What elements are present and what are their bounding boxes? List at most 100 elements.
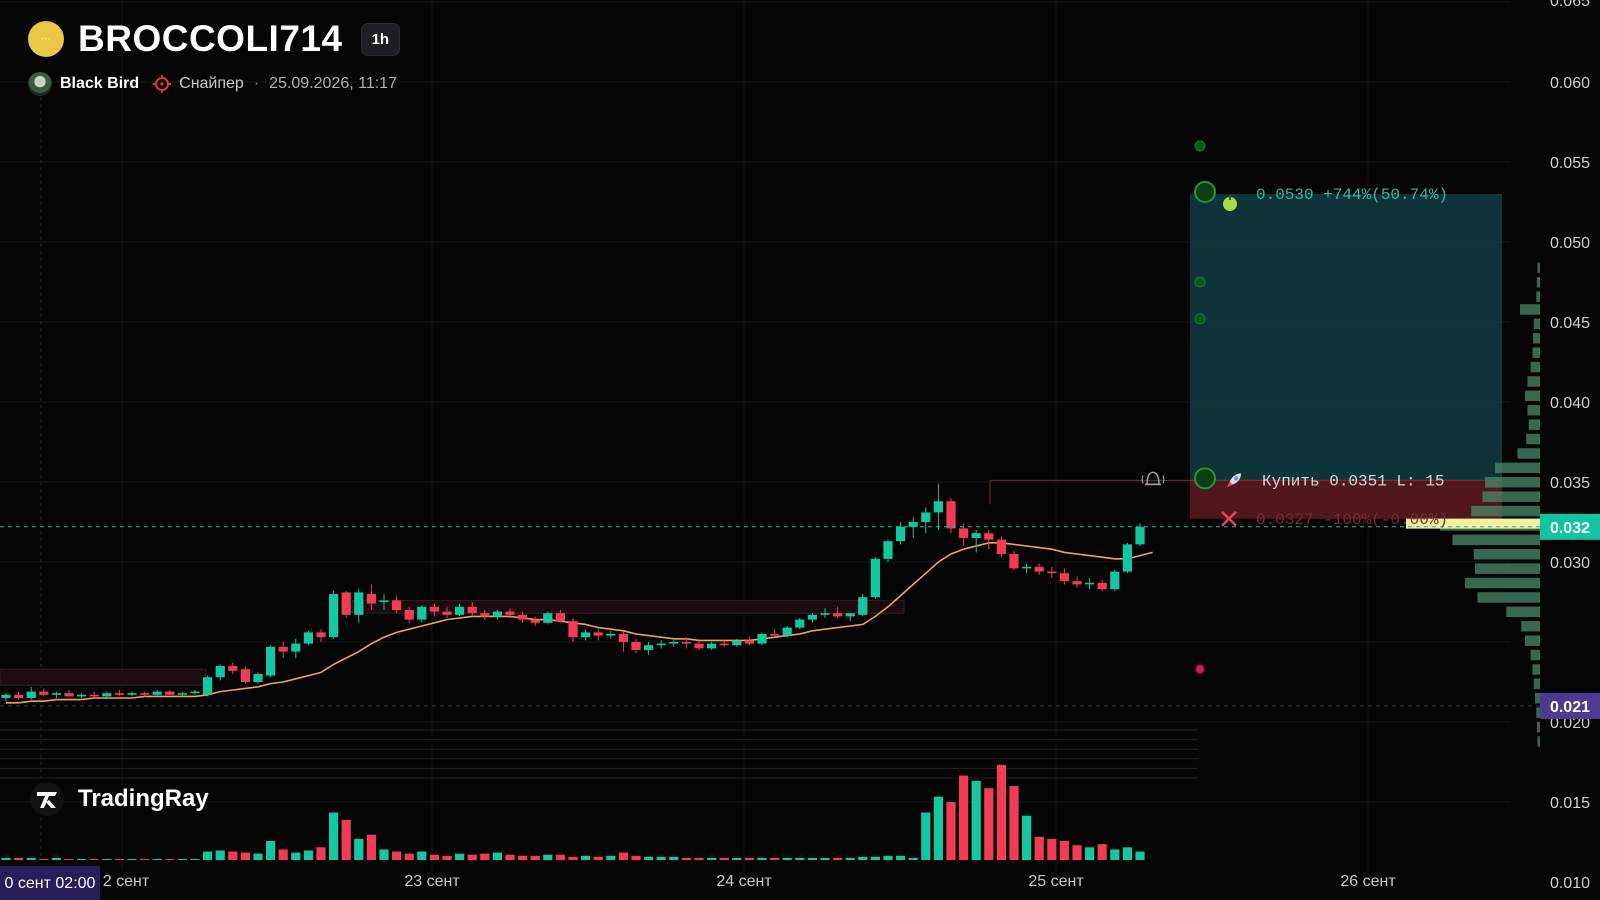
volume-profile-bar (1485, 477, 1540, 488)
volume-bar (555, 854, 565, 860)
candle-body (278, 646, 288, 652)
volume-bar (1110, 849, 1120, 860)
volume-bar (14, 857, 24, 860)
volume-profile-bar (1530, 649, 1540, 661)
candle-body (165, 691, 175, 695)
timeframe-badge[interactable]: 1h (360, 22, 401, 56)
candle-body (354, 592, 364, 615)
volume-bar (870, 856, 880, 860)
volume-profile-bar (1536, 721, 1540, 733)
volume-bar (770, 857, 780, 860)
candle-body (707, 643, 717, 649)
volume-profile-bar (1520, 304, 1540, 315)
signal-dot (1194, 140, 1206, 152)
volume-bar (782, 857, 792, 860)
chart-header: ··· BROCCOLI714 1h Black Bird Снайпер · … (28, 18, 401, 96)
volume-bar (959, 775, 969, 860)
candle-body (1122, 544, 1132, 572)
volume-profile-bar (1526, 433, 1540, 445)
candle-body (26, 691, 36, 698)
candle-body (858, 597, 868, 615)
volume-bar (1135, 851, 1145, 860)
candle-body (177, 693, 187, 695)
volume-bar (618, 852, 628, 860)
volume-bar (644, 856, 654, 860)
volume-profile-bar (1527, 376, 1540, 387)
candle-body (807, 614, 817, 620)
candle-body (631, 642, 641, 650)
candle-body (644, 645, 654, 650)
volume-profile-bar (1532, 664, 1540, 675)
candle-body (505, 611, 515, 615)
y-tick-label: 0.040 (1550, 395, 1590, 412)
candle-body (127, 693, 137, 695)
volume-bar (455, 853, 465, 860)
volume-bar (102, 858, 112, 860)
close-x-stroke (1221, 510, 1237, 527)
volume-profile-bar (1495, 462, 1540, 474)
ema-path (6, 541, 1153, 704)
volume-bar (971, 780, 981, 860)
candle-body (593, 632, 603, 636)
candle-body (228, 666, 238, 671)
candle-body (669, 642, 679, 644)
rocket-icon (1226, 473, 1242, 488)
bell-waves (1141, 475, 1165, 484)
volume-profile-bar (1473, 549, 1540, 560)
candle-body (996, 539, 1006, 554)
y-tick-label: 0.020 (1550, 715, 1590, 732)
entry-marker (1194, 467, 1216, 490)
candle-body (1072, 581, 1082, 585)
x-tick-label: 24 сент (716, 873, 772, 890)
volume-bar (1022, 815, 1032, 860)
candle-body (1022, 566, 1032, 569)
candle-body (417, 606, 427, 620)
y-tick-label: 0.050 (1550, 235, 1590, 252)
volume-bar (505, 854, 515, 860)
volume-bar (177, 858, 187, 860)
volume-bar (1085, 847, 1095, 860)
candle-body (1034, 566, 1044, 572)
alert-dot (1194, 663, 1206, 676)
volume-bar (253, 853, 263, 860)
volume-bar (228, 851, 238, 860)
volume-bar (707, 857, 717, 860)
candle-body (404, 610, 414, 620)
candle-body (618, 634, 628, 642)
candle-body (114, 693, 124, 695)
candle-body (921, 512, 931, 522)
volume-bar (190, 858, 200, 860)
volume-bar (1122, 847, 1132, 860)
volume-bar (933, 796, 943, 860)
volume-bar (568, 856, 578, 860)
candle-body (152, 691, 162, 695)
candle-body (392, 600, 402, 610)
stop-loss-label: 0.0327 -100%(-0.00%) (1256, 511, 1448, 529)
candle-body (1009, 554, 1019, 569)
volume-bar (1047, 838, 1057, 860)
volume-bar (669, 856, 679, 860)
volume-bar (908, 857, 918, 860)
volume-bar (26, 857, 36, 860)
candle-body (51, 693, 61, 695)
volume-bar (429, 854, 439, 860)
volume-bar (807, 857, 817, 860)
alert-price-badge-text: 0.021 (1550, 699, 1590, 716)
candle-body (14, 694, 24, 698)
volume-bar (858, 856, 868, 860)
volume-bar (165, 858, 175, 860)
volume-bar (77, 858, 87, 860)
volume-bar (203, 851, 213, 860)
volume-profile-bar (1482, 491, 1540, 502)
volume-profile-bar (1533, 318, 1540, 330)
candle-body (795, 619, 805, 628)
author-name[interactable]: Black Bird (60, 75, 140, 92)
ticker-row: ··· BROCCOLI714 1h (28, 18, 401, 60)
volume-bar (518, 855, 528, 860)
volume-bar (681, 857, 691, 860)
volume-bar (152, 858, 162, 860)
author-avatar[interactable] (28, 72, 52, 96)
y-tick-label: 0.060 (1550, 75, 1590, 92)
volume-bar (719, 857, 729, 860)
